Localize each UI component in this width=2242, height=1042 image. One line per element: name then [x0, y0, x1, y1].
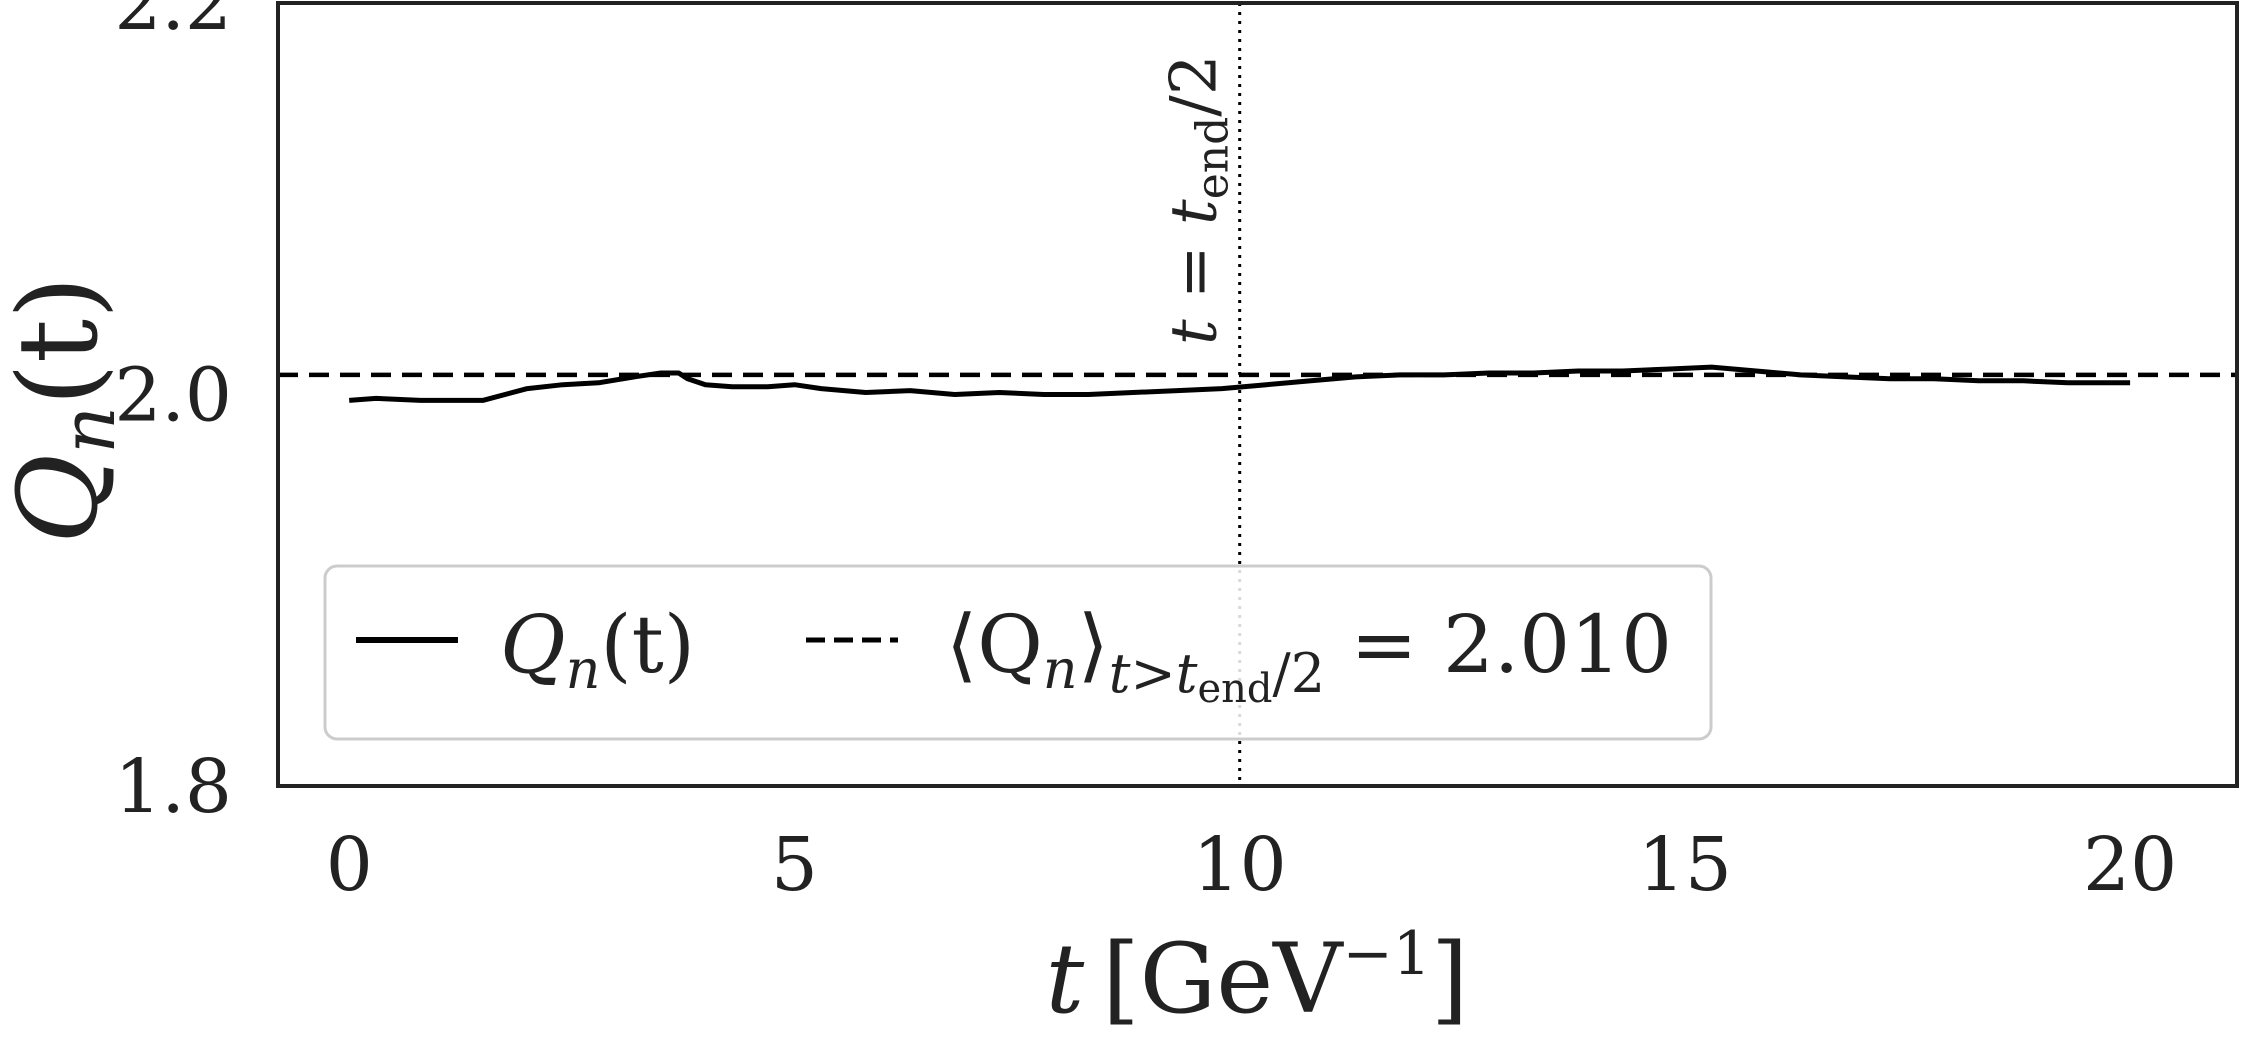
- y-tick-label: 2.2: [114, 0, 232, 47]
- x-tick-label: 5: [771, 822, 818, 908]
- svg-text:t = tend/2: t = tend/2: [1158, 54, 1239, 345]
- plot-frame: [276, 1, 2239, 788]
- qn-series-line: [349, 364, 2131, 403]
- svg-text:Qn(t): Qn(t): [0, 276, 132, 544]
- legend-entry-series: Qn(t): [500, 598, 695, 701]
- x-tick-label: 10: [1193, 822, 1287, 908]
- legend: Qn(t) ⟨Qn⟩t>tend/2 = 2.010: [323, 564, 1713, 741]
- y-tick-label: 2.0: [114, 353, 232, 439]
- x-tick-label: 20: [2083, 822, 2177, 908]
- y-tick-label: 1.8: [114, 744, 232, 830]
- y-axis-label: Qn(t): [0, 276, 132, 544]
- legend-entry-mean: ⟨Qn⟩t>tend/2 = 2.010: [946, 598, 1672, 712]
- x-tick-label: 0: [326, 822, 373, 908]
- x-axis-label: t [GeV−1]: [1046, 919, 1469, 1035]
- vline-label: t = tend/2: [1158, 54, 1239, 345]
- x-tick-labels: 0 5 10 15 20: [326, 822, 2178, 908]
- x-tick-label: 15: [1638, 822, 1732, 908]
- y-tick-labels: 1.8 2.0 2.2: [114, 0, 232, 830]
